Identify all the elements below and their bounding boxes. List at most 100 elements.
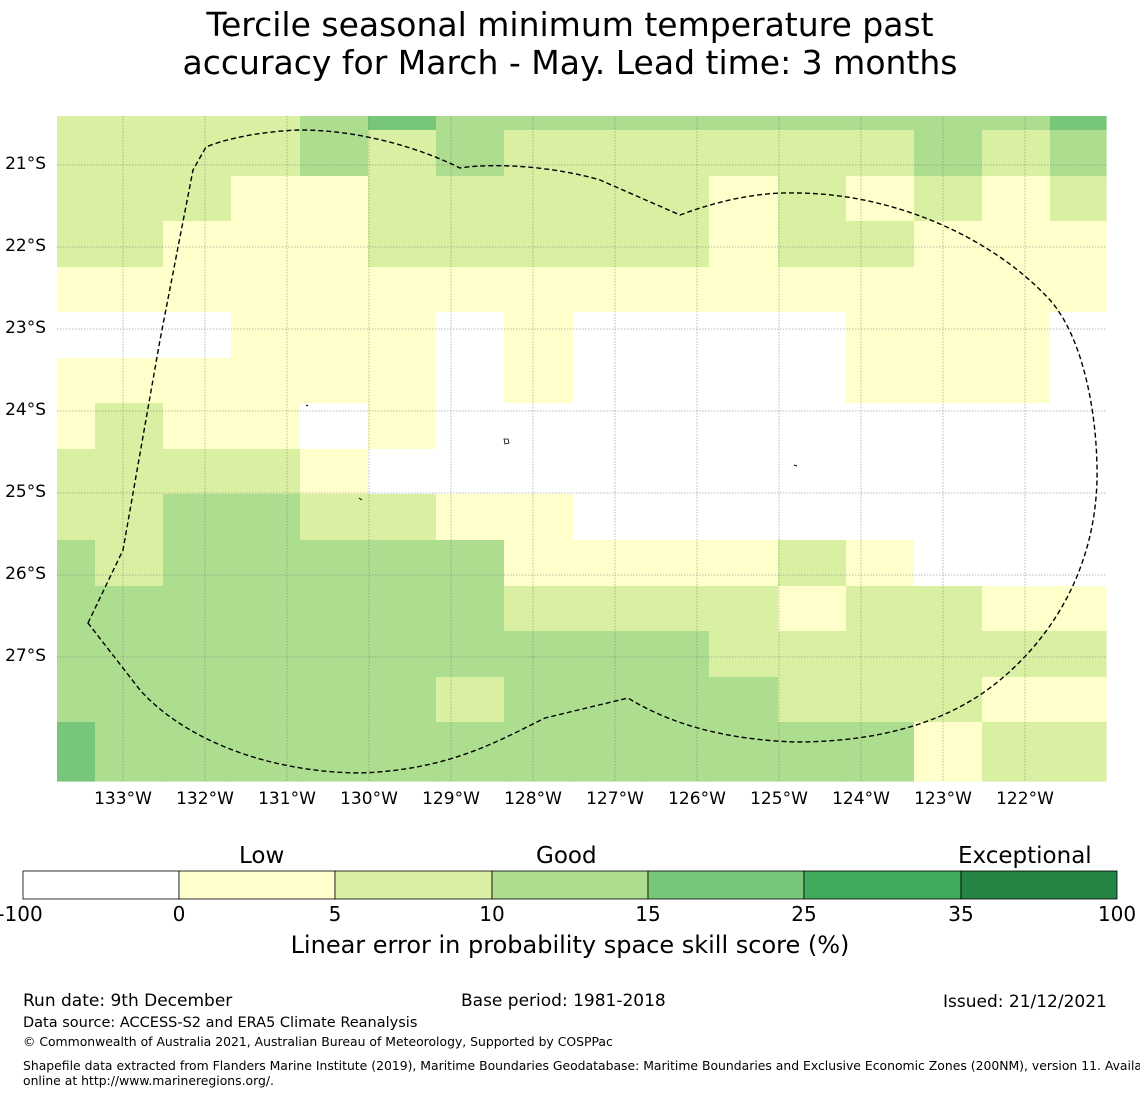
grid-cell (231, 540, 301, 587)
latitude-label: 21°S (5, 154, 46, 174)
grid-cell (300, 722, 369, 782)
colorbar-tick-label: -100 (0, 902, 43, 926)
latitude-label: 25°S (5, 482, 46, 502)
grid-cell (1050, 116, 1107, 131)
grid-cell (163, 130, 232, 177)
longitude-label: 130°W (340, 789, 398, 809)
latitude-label: 26°S (5, 564, 46, 584)
grid-cell (1050, 221, 1107, 268)
grid-cell (163, 677, 232, 723)
grid-cell (231, 449, 301, 495)
grid-cell (1050, 358, 1107, 404)
grid-cell (573, 586, 642, 632)
grid-cell (846, 221, 915, 268)
grid-cell (778, 722, 847, 782)
colorbar-segment (178, 870, 336, 900)
grid-cell (504, 312, 574, 359)
grid-cell (436, 358, 505, 404)
eez-boundary (87, 129, 1098, 774)
grid-cell (914, 358, 983, 404)
grid-cell (982, 677, 1051, 723)
grid-cell (436, 449, 505, 495)
grid-cell (846, 722, 915, 782)
grid-cell (300, 116, 369, 131)
grid-cell (368, 312, 437, 359)
longitude-label: 126°W (668, 789, 726, 809)
grid-cell (709, 494, 779, 541)
colorbar (22, 870, 1118, 900)
grid-cell (914, 494, 983, 541)
colorbar-tick-label: 10 (479, 902, 505, 926)
grid-cell (982, 403, 1051, 450)
longitude-label: 129°W (422, 789, 480, 809)
grid-cell (231, 403, 301, 450)
grid-cell (641, 267, 710, 313)
grid-cell (846, 130, 915, 177)
grid-cell (1050, 130, 1107, 177)
grid-cell (57, 130, 96, 177)
grid-cell (57, 312, 96, 359)
grid-cell (641, 403, 710, 450)
longitude-label: 131°W (258, 789, 316, 809)
grid-cell (163, 403, 232, 450)
colorbar-segment (647, 870, 805, 900)
colorbar-segment (22, 870, 180, 900)
grid-cell (504, 358, 574, 404)
longitude-label: 133°W (94, 789, 152, 809)
grid-cell (573, 221, 642, 268)
longitude-label: 127°W (586, 789, 644, 809)
grid-cell (846, 677, 915, 723)
grid-cell (982, 586, 1051, 632)
grid-cell (641, 494, 710, 541)
grid-cell (982, 358, 1051, 404)
grid-cell (573, 449, 642, 495)
grid-cell (641, 312, 710, 359)
grid-cell (368, 176, 437, 222)
grid-cell (504, 586, 574, 632)
latitude-label: 22°S (5, 236, 46, 256)
grid-cell (368, 116, 437, 131)
grid-cell (163, 267, 232, 313)
colorbar-segment (491, 870, 649, 900)
grid-cell (163, 449, 232, 495)
grid-cell (95, 116, 164, 131)
grid-cell (778, 540, 847, 587)
shapefile-credit-line-2: online at http://www.marineregions.org/. (23, 1073, 274, 1088)
grid-cell (1050, 176, 1107, 222)
grid-cell (504, 176, 574, 222)
grid-cell (778, 449, 847, 495)
grid-cell (573, 358, 642, 404)
grid-cell (914, 631, 983, 678)
chart-title: Tercile seasonal minimum temperature pas… (0, 6, 1140, 82)
grid-cell (846, 494, 915, 541)
grid-cell (641, 116, 710, 131)
grid-cell (231, 722, 301, 782)
grid-cell (300, 176, 369, 222)
grid-cell (368, 358, 437, 404)
grid-cell (914, 540, 983, 587)
grid-cell (504, 449, 574, 495)
grid-cell (641, 722, 710, 782)
grid-cell (1050, 267, 1107, 313)
grid-cell (846, 403, 915, 450)
grid-cell (709, 176, 779, 222)
colorbar-segment (803, 870, 962, 900)
grid-cell (163, 116, 232, 131)
latitude-label: 27°S (5, 646, 46, 666)
grid-cell (436, 494, 505, 541)
grid-cell (914, 130, 983, 177)
grid-cell (57, 449, 96, 495)
grid-cell (709, 221, 779, 268)
grid-cell (573, 631, 642, 678)
grid-cell (368, 586, 437, 632)
grid-cell (982, 449, 1051, 495)
grid-cell (436, 722, 505, 782)
grid-cell (846, 312, 915, 359)
grid-cell (231, 358, 301, 404)
grid-cell (982, 176, 1051, 222)
grid-cell (436, 221, 505, 268)
grid-cell (1050, 540, 1107, 587)
grid-cell (95, 130, 164, 177)
grid-cell (778, 494, 847, 541)
grid-cell (982, 631, 1051, 678)
